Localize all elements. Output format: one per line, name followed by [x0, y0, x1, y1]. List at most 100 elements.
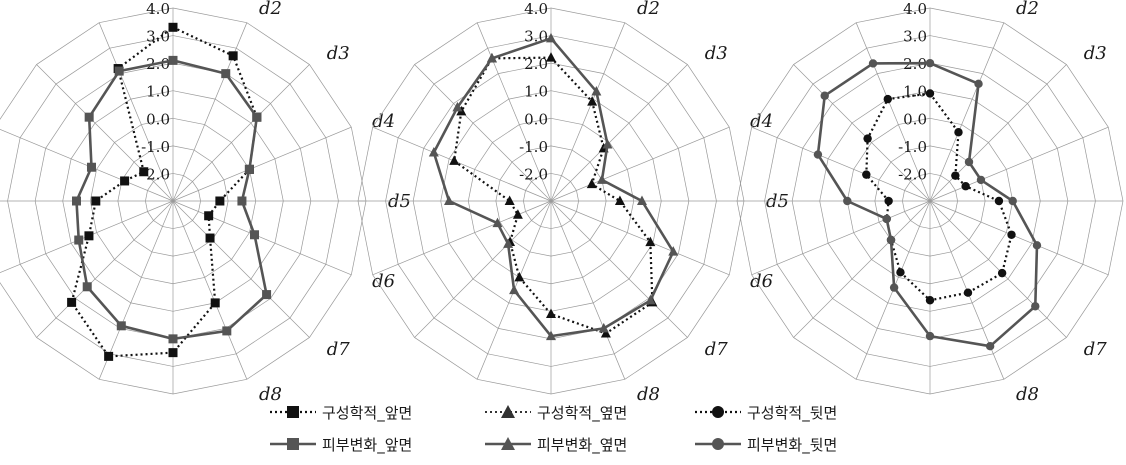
square-marker [222, 326, 232, 336]
grid-spoke [929, 126, 1109, 202]
triangle-marker [645, 294, 656, 305]
radial-tick-label: 1.0 [903, 83, 927, 101]
triangle-marker [449, 155, 460, 165]
axis-label: d3 [327, 43, 350, 64]
triangle-marker [614, 195, 625, 205]
grid-spoke [855, 22, 931, 202]
grid-spoke [98, 200, 174, 380]
grid-spoke [550, 22, 626, 202]
triangle-marker [452, 101, 463, 112]
axis-label: d8 [1016, 384, 1039, 405]
circle-marker [954, 128, 963, 137]
triangle-marker [600, 327, 611, 338]
legend-dotted-square-icon [270, 406, 316, 418]
legend-item: 피부변화_뒷면 [693, 432, 837, 456]
grid-spoke [98, 22, 174, 202]
legend-label: 피부변화_옆면 [537, 435, 628, 454]
square-marker [168, 55, 178, 65]
radial-tick-label: 0.0 [903, 110, 927, 128]
radial-tick-label: 0.0 [524, 110, 548, 128]
circle-marker [925, 89, 935, 98]
circle-marker [882, 214, 891, 224]
grid-spoke [476, 22, 552, 202]
circle-marker [925, 331, 935, 341]
grid-spoke [36, 64, 174, 202]
grid-spoke [929, 64, 1067, 202]
radar-chart-back: -2.0-1.00.01.02.03.04.0d1d2d3d4d5d6d7d8 [736, 0, 1124, 405]
square-marker [72, 196, 81, 206]
axis-label: d4 [372, 111, 395, 132]
legend-solid-triangle-icon [485, 437, 531, 450]
triangle-marker [443, 195, 454, 205]
grid-spoke [372, 200, 552, 276]
circle-marker [994, 196, 1004, 206]
circle-marker [974, 79, 983, 89]
circle-marker [985, 341, 995, 351]
square-marker [204, 211, 214, 221]
axis-label: d2 [1016, 0, 1039, 19]
grid-spoke [172, 200, 310, 338]
radar-chart-side: -2.0-1.00.01.02.03.04.0d1d2d3d4d5d6d7d8 [357, 0, 789, 405]
legend-dotted-triangle-icon [485, 405, 531, 418]
grid-spoke [929, 200, 1067, 338]
radial-tick-label: 4.0 [146, 0, 170, 18]
square-marker [116, 321, 126, 331]
legend-label: 피부변화_뒷면 [747, 435, 838, 454]
triangle-marker [546, 308, 556, 319]
triangle-marker [504, 195, 515, 205]
axis-label: d5 [766, 191, 789, 212]
square-marker [91, 196, 101, 206]
grid-spoke [751, 126, 931, 202]
grid-spoke [550, 64, 688, 202]
triangle-marker [645, 236, 656, 247]
axis-label: d2 [637, 0, 660, 19]
circle-marker [863, 134, 872, 143]
series-피부변화_앞면 [72, 55, 272, 344]
radial-tick-label: 0.0 [146, 110, 170, 128]
circle-marker [961, 182, 970, 191]
radial-tick-label: 3.0 [146, 28, 170, 46]
triangle-marker [514, 271, 525, 282]
triangle-marker [546, 330, 556, 341]
series-피부변화_옆면 [428, 32, 679, 341]
triangle-marker [546, 32, 556, 43]
legend-label: 구성학적_옆면 [537, 403, 628, 422]
grid-spoke [550, 126, 730, 202]
circle-marker [963, 288, 973, 297]
axis-label: d1 [919, 0, 942, 3]
circle-marker [843, 196, 852, 206]
grid-spoke [414, 64, 552, 202]
circle-marker [976, 175, 986, 185]
grid-spoke [172, 22, 248, 202]
square-marker [237, 196, 247, 206]
grid-spoke [751, 200, 931, 276]
triangle-marker [586, 178, 597, 189]
axis-label: d3 [1084, 43, 1107, 64]
grid-spoke [414, 200, 552, 338]
triangle-marker [512, 209, 523, 219]
radial-tick-label: 4.0 [903, 0, 927, 18]
square-marker [252, 112, 262, 122]
legend-item: 구성학적_옆면 [483, 400, 627, 424]
triangle-marker [546, 52, 556, 62]
legend-solid-circle-icon [695, 438, 741, 450]
radial-tick-label: -1.0 [519, 138, 548, 156]
series-구성학적_옆면 [449, 52, 658, 338]
triangle-marker [598, 322, 609, 333]
square-marker [244, 164, 254, 174]
circle-marker [1007, 230, 1016, 239]
circle-marker [820, 91, 829, 100]
triangle-marker [602, 138, 613, 149]
radial-tick-label: -1.0 [898, 138, 927, 156]
radar-chart-front: -2.0-1.00.01.02.03.04.0d1d2d3d4d5d6d7d8 [0, 0, 411, 405]
axis-label: d1 [162, 0, 185, 3]
grid-spoke [929, 22, 1005, 202]
triangle-marker [596, 174, 607, 184]
radial-tick-label: -2.0 [898, 165, 927, 183]
axis-label: d4 [750, 111, 773, 132]
square-marker [139, 167, 149, 177]
grid-spoke [36, 200, 174, 338]
triangle-marker [503, 238, 514, 248]
circle-marker [868, 59, 878, 68]
